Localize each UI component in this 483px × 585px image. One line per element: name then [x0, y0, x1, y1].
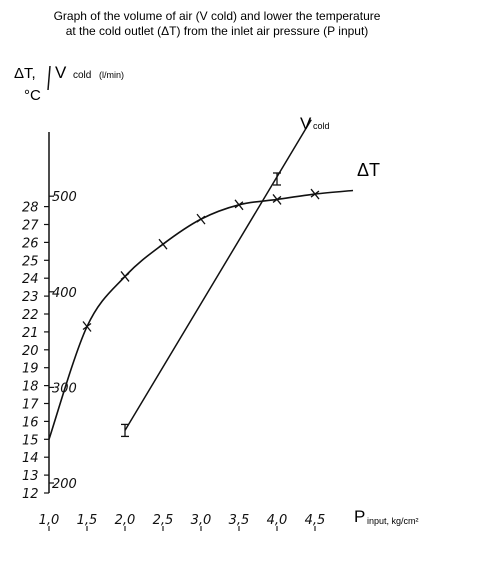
y-left-tick-label: 14: [22, 451, 39, 466]
y-right-axis-unit: (l/min): [99, 70, 124, 80]
y-left-tick-label: 13: [22, 469, 39, 484]
y-right-axis-label: V: [55, 63, 67, 82]
delta-t-point-marker: [234, 201, 244, 209]
delta-t-point-marker: [158, 240, 168, 248]
y-left-tick-label: 15: [22, 433, 39, 448]
y-axis-header-divider: [47, 65, 51, 91]
x-axis-label-sub: input, kg/cm²: [367, 516, 419, 526]
series-delta-t-label: ΔT: [357, 160, 380, 180]
y-right-axis-sub: cold: [73, 70, 91, 81]
y-left-tick-label: 18: [22, 380, 39, 395]
y-left-tick-label: 19: [22, 362, 39, 377]
delta-t-point-marker: [196, 215, 206, 223]
y-left-tick-label: 23: [22, 290, 39, 305]
y-left-tick-label: 22: [22, 308, 39, 323]
y-left-axis-unit: °C: [24, 87, 41, 104]
x-tick-label: 1,5: [77, 513, 98, 528]
series-v-cold-markers: [121, 172, 281, 438]
delta-t-point-marker: [120, 272, 130, 280]
y-left-axis-label: ΔT,: [14, 65, 36, 82]
y-left-tick-label: 12: [22, 487, 39, 502]
x-tick-group: 1,0 1,5 2,0 2,5 3,0 3,5 4,0 4,5: [39, 513, 326, 531]
x-tick-label: 3,5: [229, 513, 250, 528]
y-left-tick-label: 26: [22, 236, 39, 251]
x-tick-label: 2,5: [153, 513, 174, 528]
x-tick-label: 4,0: [267, 513, 288, 528]
y-right-tick-label: 200: [52, 477, 77, 492]
chart-title-line-1: Graph of the volume of air (V cold) and …: [54, 9, 381, 23]
y-left-tick-label: 21: [22, 326, 39, 341]
y-left-tick-label: 17: [22, 398, 39, 413]
y-left-tick-label: 20: [22, 344, 39, 359]
series-v-cold-line: [124, 119, 312, 431]
delta-t-point-marker: [272, 195, 282, 203]
x-tick-label: 2,0: [115, 513, 136, 528]
series-delta-t-markers: [82, 188, 320, 332]
series-v-cold-label: V: [300, 114, 312, 133]
delta-t-point-marker: [82, 323, 92, 331]
x-tick-label: 4,5: [305, 513, 326, 528]
x-tick-label: 1,0: [39, 513, 60, 528]
x-axis-label: P: [354, 507, 365, 526]
y-left-tick-label: 24: [22, 272, 39, 287]
y-left-tick-label: 25: [22, 254, 39, 269]
x-tick-label: 3,0: [191, 513, 212, 528]
chart-title-line-2: at the cold outlet (ΔT) from the inlet a…: [66, 24, 369, 38]
y-left-tick-label: 28: [22, 201, 39, 216]
y-left-tick-group: 12 13 14 15 16 17 18 19 20 21 22 23 24 25 26 27 28: [22, 201, 49, 502]
y-right-tick-label: 500: [52, 190, 77, 205]
y-right-tick-label: 400: [52, 286, 77, 301]
y-left-tick-label: 27: [22, 219, 39, 234]
series-v-cold-label-sub: cold: [313, 121, 330, 131]
y-left-tick-label: 16: [22, 415, 39, 430]
delta-t-point-marker: [310, 190, 320, 198]
series-delta-t-line: [48, 189, 354, 440]
